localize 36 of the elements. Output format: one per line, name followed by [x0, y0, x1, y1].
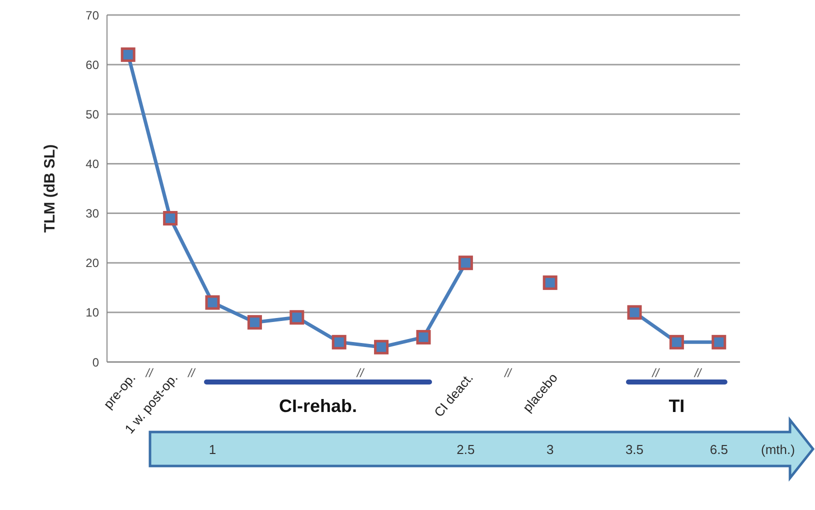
point — [120, 47, 136, 62]
text: TI — [668, 396, 685, 416]
text: // — [651, 366, 661, 380]
y-tick-label: 10 — [86, 306, 100, 320]
point — [542, 275, 558, 290]
text: 1 — [208, 442, 216, 457]
y-tick-label: 30 — [86, 206, 100, 221]
text: // — [356, 366, 366, 380]
y-tick-label: 60 — [86, 58, 100, 72]
point — [374, 340, 389, 354]
point — [627, 305, 642, 320]
point — [205, 295, 220, 310]
text: 2.5 — [456, 442, 475, 457]
text: // — [504, 366, 513, 380]
text: 6.5 — [710, 442, 728, 457]
text: (mth.) — [761, 442, 795, 457]
point — [163, 210, 178, 226]
text: 3 — [546, 442, 554, 457]
text: CI-rehab. — [278, 396, 358, 416]
y-tick-label: 50 — [86, 107, 100, 122]
point — [669, 334, 684, 350]
text: 3.5 — [625, 442, 644, 457]
y-axis-title: TLM (dB SL) — [41, 144, 58, 233]
point — [247, 315, 262, 330]
point — [712, 334, 726, 350]
text: // — [187, 366, 196, 380]
point — [290, 310, 304, 325]
point — [416, 330, 431, 344]
y-tick-label: 20 — [86, 256, 100, 270]
point — [332, 334, 346, 350]
point — [458, 256, 473, 270]
y-tick-label: 40 — [86, 156, 100, 171]
y-tick-label: 0 — [92, 355, 100, 370]
y-tick-label: 70 — [86, 8, 100, 22]
text: // — [693, 366, 703, 380]
text: // — [144, 366, 154, 380]
